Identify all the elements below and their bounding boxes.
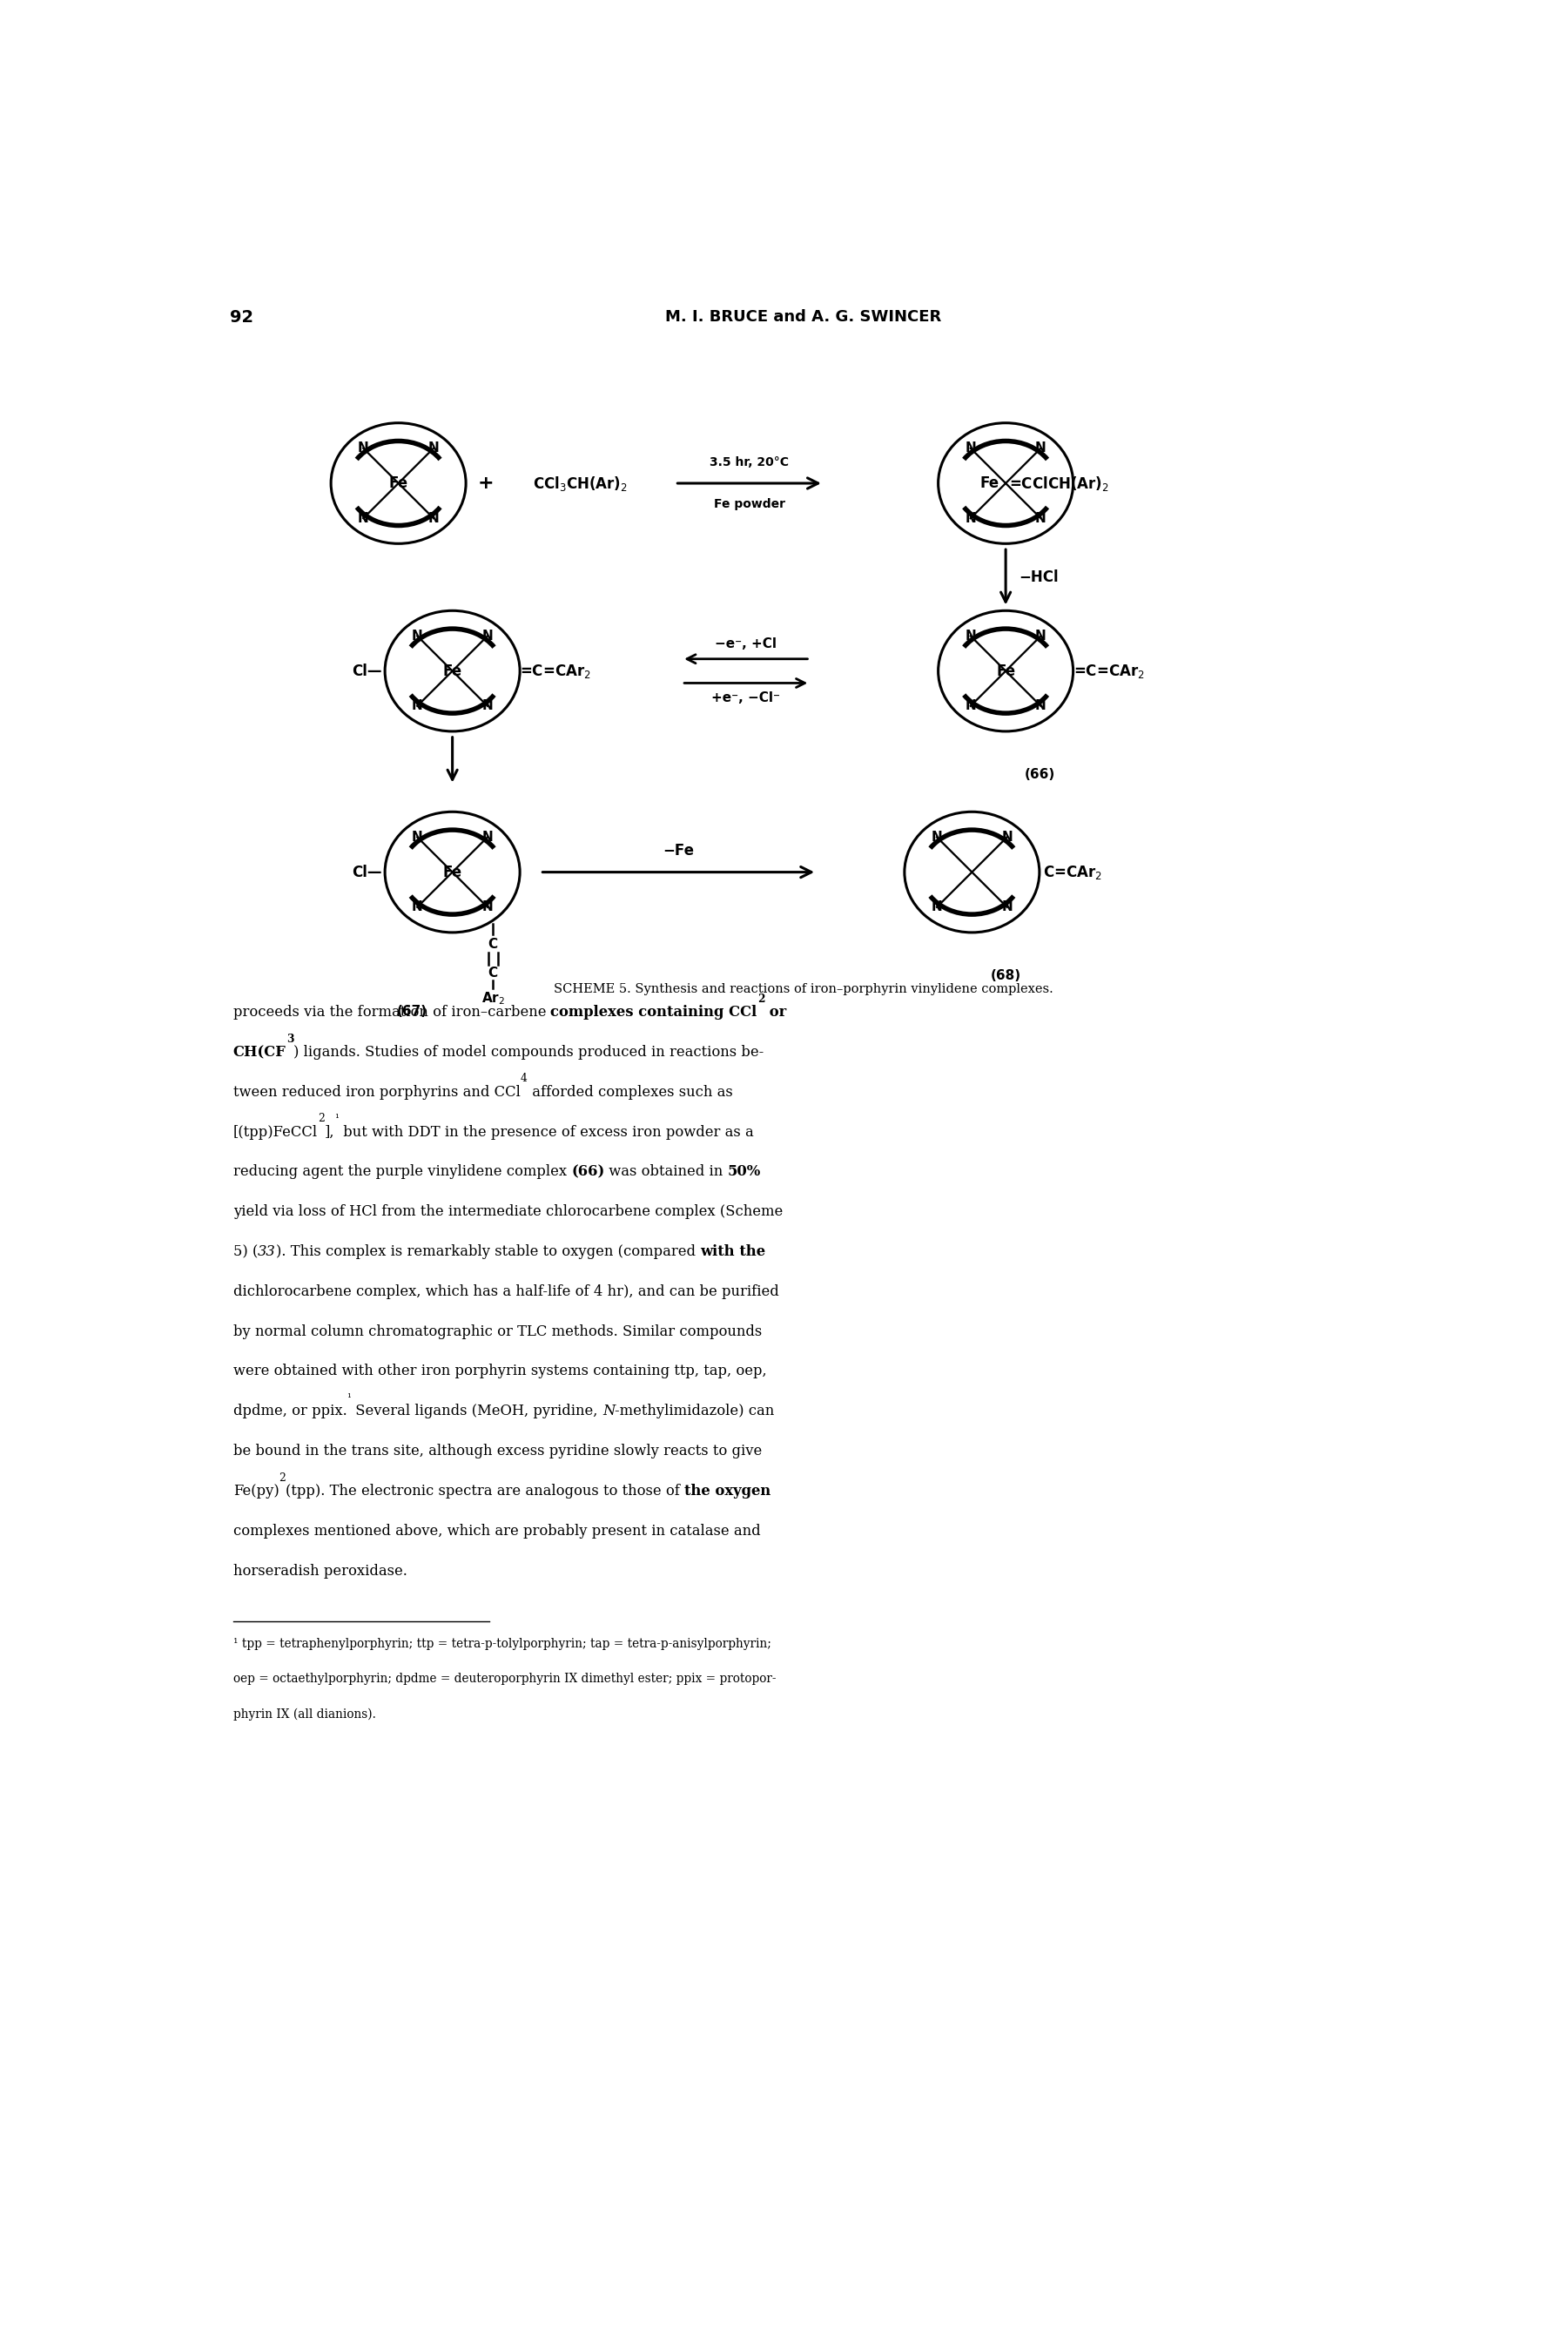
Text: horseradish peroxidase.: horseradish peroxidase. xyxy=(234,1563,408,1578)
Text: Several ligands (MeOH, pyridine,: Several ligands (MeOH, pyridine, xyxy=(351,1404,602,1418)
Text: (67): (67) xyxy=(397,1004,426,1018)
Text: ) ligands. Studies of model compounds produced in reactions be-: ) ligands. Studies of model compounds pr… xyxy=(293,1044,764,1060)
Text: N: N xyxy=(931,900,942,915)
Text: 92: 92 xyxy=(230,308,254,324)
Text: N: N xyxy=(412,900,423,915)
Text: (66): (66) xyxy=(571,1164,605,1180)
Text: 2: 2 xyxy=(279,1472,285,1483)
Text: was obtained in: was obtained in xyxy=(605,1164,728,1180)
Text: N: N xyxy=(1002,830,1013,844)
Text: Fe powder: Fe powder xyxy=(713,498,786,510)
Text: SCHEME 5. Synthesis and reactions of iron–porphyrin vinylidene complexes.: SCHEME 5. Synthesis and reactions of iro… xyxy=(554,983,1054,994)
Text: complexes containing CCl: complexes containing CCl xyxy=(550,1004,757,1020)
Text: =CClCH(Ar)$_2$: =CClCH(Ar)$_2$ xyxy=(1010,475,1109,491)
Text: N: N xyxy=(481,900,492,915)
Text: N: N xyxy=(412,830,423,844)
Text: N: N xyxy=(358,442,368,454)
Text: reducing agent the purple vinylidene complex: reducing agent the purple vinylidene com… xyxy=(234,1164,571,1180)
Text: C=CAr$_2$: C=CAr$_2$ xyxy=(1043,863,1102,882)
Text: N: N xyxy=(481,701,492,712)
Text: N: N xyxy=(931,830,942,844)
Text: Ar$_2$: Ar$_2$ xyxy=(481,990,505,1006)
Text: afforded complexes such as: afforded complexes such as xyxy=(527,1084,732,1100)
Text: 3: 3 xyxy=(285,1032,293,1044)
Text: (66): (66) xyxy=(1024,769,1055,781)
Text: -methylimidazole) can: -methylimidazole) can xyxy=(615,1404,775,1418)
Text: Fe: Fe xyxy=(442,663,463,679)
Text: by normal column chromatographic or TLC methods. Similar compounds: by normal column chromatographic or TLC … xyxy=(234,1324,762,1340)
Text: ). This complex is remarkably stable to oxygen (compared: ). This complex is remarkably stable to … xyxy=(276,1244,699,1260)
Text: ¹: ¹ xyxy=(347,1392,351,1404)
Text: or: or xyxy=(765,1004,787,1020)
Text: C: C xyxy=(488,938,497,952)
Text: 33: 33 xyxy=(257,1244,276,1260)
Text: 5) (: 5) ( xyxy=(234,1244,257,1260)
Text: Fe: Fe xyxy=(389,475,408,491)
Text: 2: 2 xyxy=(318,1112,325,1124)
Text: CH(CF: CH(CF xyxy=(234,1044,285,1060)
Text: N: N xyxy=(428,513,439,524)
Text: but with DDT in the presence of excess iron powder as a: but with DDT in the presence of excess i… xyxy=(339,1124,754,1140)
Text: N: N xyxy=(964,513,977,524)
Text: (tpp). The electronic spectra are analogous to those of: (tpp). The electronic spectra are analog… xyxy=(285,1483,685,1498)
Text: Cl—: Cl— xyxy=(351,865,381,879)
Text: N: N xyxy=(964,442,977,454)
Text: dpdme, or ppix.: dpdme, or ppix. xyxy=(234,1404,347,1418)
Text: ],: ], xyxy=(325,1124,334,1140)
Text: N: N xyxy=(412,701,423,712)
Text: tween reduced iron porphyrins and CCl: tween reduced iron porphyrins and CCl xyxy=(234,1084,521,1100)
Text: C: C xyxy=(488,966,497,980)
Text: (68): (68) xyxy=(991,969,1021,983)
Text: 3.5 hr, 20°C: 3.5 hr, 20°C xyxy=(710,456,789,468)
Text: complexes mentioned above, which are probably present in catalase and: complexes mentioned above, which are pro… xyxy=(234,1523,760,1538)
Text: Fe: Fe xyxy=(980,475,999,491)
Text: with the: with the xyxy=(699,1244,765,1260)
Text: oep = octaethylporphyrin; dpdme = deuteroporphyrin IX dimethyl ester; ppix = pro: oep = octaethylporphyrin; dpdme = deuter… xyxy=(234,1674,776,1686)
Text: =C=CAr$_2$: =C=CAr$_2$ xyxy=(1073,663,1145,679)
Text: be bound in the trans site, although excess pyridine slowly reacts to give: be bound in the trans site, although exc… xyxy=(234,1444,762,1458)
Text: N: N xyxy=(481,830,492,844)
Text: 2: 2 xyxy=(757,994,765,1004)
Text: N: N xyxy=(1035,442,1046,454)
Text: =C=CAr$_2$: =C=CAr$_2$ xyxy=(521,663,591,679)
Text: 4: 4 xyxy=(521,1072,527,1084)
Text: −e⁻, +Cl: −e⁻, +Cl xyxy=(715,637,776,651)
Text: −HCl: −HCl xyxy=(1019,569,1058,585)
Text: dichlorocarbene complex, which has a half-life of 4 hr), and can be purified: dichlorocarbene complex, which has a hal… xyxy=(234,1284,779,1300)
Text: N: N xyxy=(1002,900,1013,915)
Text: M. I. BRUCE and A. G. SWINCER: M. I. BRUCE and A. G. SWINCER xyxy=(665,308,941,324)
Text: ¹: ¹ xyxy=(334,1112,339,1124)
Text: N: N xyxy=(481,630,492,642)
Text: N: N xyxy=(602,1404,615,1418)
Text: N: N xyxy=(412,630,423,642)
Text: phyrin IX (all dianions).: phyrin IX (all dianions). xyxy=(234,1707,376,1721)
Text: N: N xyxy=(1035,513,1046,524)
Text: −Fe: −Fe xyxy=(663,844,695,858)
Text: N: N xyxy=(358,513,368,524)
Text: proceeds via the formation of iron–carbene: proceeds via the formation of iron–carbe… xyxy=(234,1004,550,1020)
Text: ¹ tpp = tetraphenylporphyrin; ttp = tetra-p-tolylporphyrin; tap = tetra-p-anisyl: ¹ tpp = tetraphenylporphyrin; ttp = tetr… xyxy=(234,1639,771,1650)
Text: N: N xyxy=(428,442,439,454)
Text: N: N xyxy=(1035,630,1046,642)
Text: yield via loss of HCl from the intermediate chlorocarbene complex (Scheme: yield via loss of HCl from the intermedi… xyxy=(234,1204,782,1220)
Text: [(tpp)FeCCl: [(tpp)FeCCl xyxy=(234,1124,318,1140)
Text: +e⁻, −Cl⁻: +e⁻, −Cl⁻ xyxy=(712,691,781,705)
Text: the oxygen: the oxygen xyxy=(685,1483,771,1498)
Text: N: N xyxy=(964,701,977,712)
Text: Fe: Fe xyxy=(442,865,463,879)
Text: Fe: Fe xyxy=(996,663,1016,679)
Text: N: N xyxy=(1035,701,1046,712)
Text: CCl$_3$CH(Ar)$_2$: CCl$_3$CH(Ar)$_2$ xyxy=(533,475,629,491)
Text: +: + xyxy=(478,475,494,491)
Text: N: N xyxy=(964,630,977,642)
Text: were obtained with other iron porphyrin systems containing ttp, tap, oep,: were obtained with other iron porphyrin … xyxy=(234,1364,767,1378)
Text: Fe(py): Fe(py) xyxy=(234,1483,279,1498)
Text: Cl—: Cl— xyxy=(351,663,381,679)
Text: 50%: 50% xyxy=(728,1164,760,1180)
